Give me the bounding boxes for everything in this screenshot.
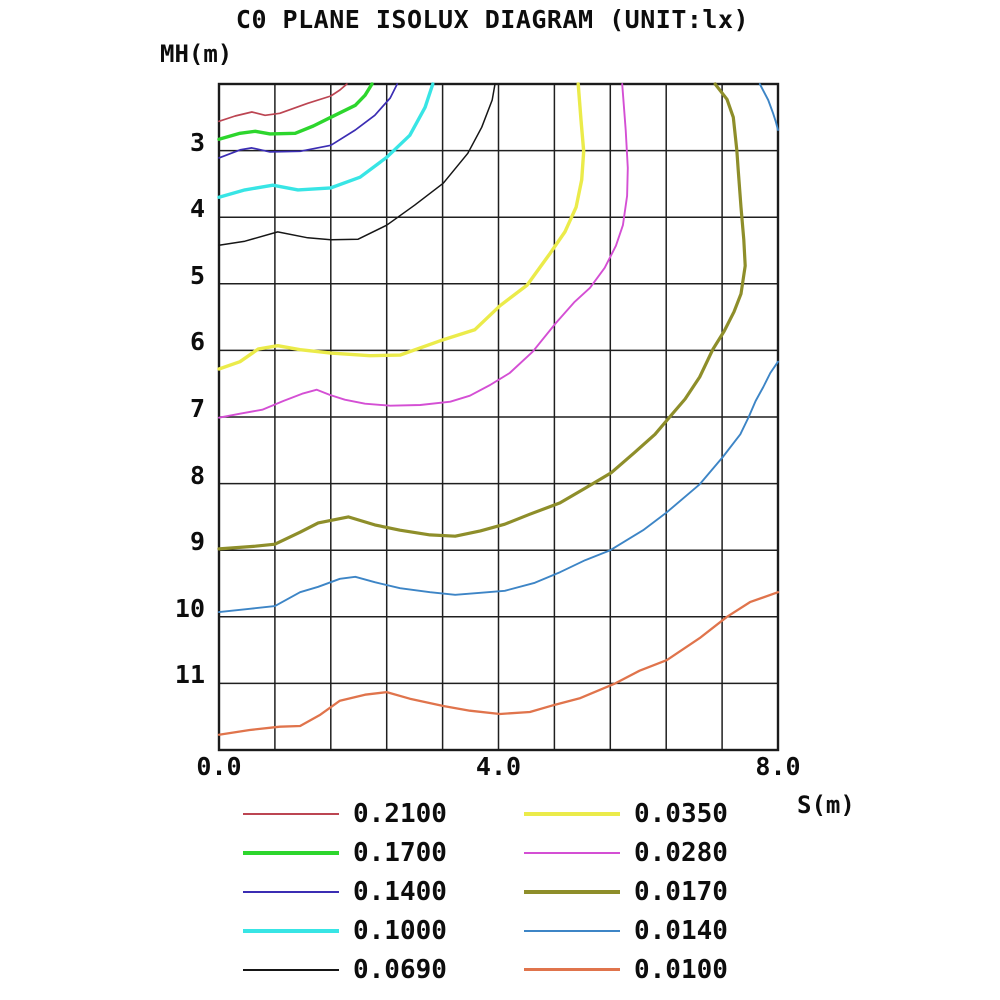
contour-0-1700 <box>217 82 374 142</box>
x-axis-label: S(m) <box>797 791 855 819</box>
contour-0-0350 <box>217 82 586 371</box>
y-tick-label-6: 6 <box>189 327 205 357</box>
y-tick-label-9: 9 <box>189 527 205 557</box>
contour-0-1000 <box>217 82 435 199</box>
legend-value: 0.0280 <box>634 838 728 869</box>
legend-column: 0.0350 0.0280 0.0170 0.0140 0.0100 <box>524 795 805 989</box>
legend-value: 0.1700 <box>353 838 447 869</box>
y-axis-label: MH(m) <box>160 40 233 68</box>
legend-item-0-0170: 0.0170 <box>524 873 805 912</box>
legend-line-swatch <box>524 852 620 855</box>
contour-0-0690 <box>218 83 496 246</box>
legend-item-0-0140: 0.0140 <box>524 911 805 950</box>
legend-item-0-1700: 0.1700 <box>243 834 524 873</box>
y-tick-label-11: 11 <box>174 660 205 690</box>
legend-value: 0.0100 <box>634 954 728 985</box>
x-tick-label-8.0: 8.0 <box>755 752 801 781</box>
plot-grid <box>219 84 778 750</box>
legend-value: 0.1000 <box>353 915 447 946</box>
legend-value: 0.1400 <box>353 876 447 907</box>
legend-line-swatch <box>524 889 620 894</box>
legend-line-swatch <box>243 851 339 856</box>
legend-item-0-0100: 0.0100 <box>524 950 805 989</box>
y-tick-label-5: 5 <box>189 260 205 290</box>
legend-line-swatch <box>243 813 339 816</box>
contour-0-1400 <box>218 83 399 159</box>
contour-0-0140 <box>758 83 779 131</box>
legend-line-swatch <box>524 812 620 817</box>
legend-item-0-0350: 0.0350 <box>524 795 805 834</box>
legend-item-0-0280: 0.0280 <box>524 834 805 873</box>
x-tick-label-0.0: 0.0 <box>196 752 242 781</box>
y-tick-label-8: 8 <box>189 460 205 490</box>
legend: 0.2100 0.1700 0.1400 0.1000 0.0690 0.0350 0.02… <box>243 795 805 989</box>
legend-line-swatch <box>243 928 339 933</box>
y-tick-label-10: 10 <box>174 593 205 623</box>
legend-line-swatch <box>243 890 339 893</box>
page-title: C0 PLANE ISOLUX DIAGRAM (UNIT:lx) <box>235 5 750 34</box>
contour-0-0100 <box>217 591 780 736</box>
y-tick-label-3: 3 <box>189 127 205 157</box>
legend-value: 0.0140 <box>634 915 728 946</box>
legend-line-swatch <box>524 968 620 972</box>
y-tick-label-4: 4 <box>189 194 205 224</box>
contour-0-2100 <box>218 83 348 123</box>
legend-item-0-2100: 0.2100 <box>243 795 524 834</box>
x-tick-label-4.0: 4.0 <box>475 752 522 781</box>
legend-item-0-1000: 0.1000 <box>243 911 524 950</box>
legend-line-swatch <box>243 968 339 971</box>
legend-value: 0.0690 <box>353 954 447 985</box>
contour-0-0170 <box>217 82 747 551</box>
legend-value: 0.2100 <box>353 799 447 830</box>
legend-item-0-0690: 0.0690 <box>243 950 524 989</box>
legend-item-0-1400: 0.1400 <box>243 873 524 912</box>
y-tick-label-7: 7 <box>189 394 205 423</box>
contour-0-0140 <box>218 360 779 614</box>
legend-value: 0.0350 <box>634 799 728 830</box>
legend-column: 0.2100 0.1700 0.1400 0.1000 0.0690 <box>243 795 524 989</box>
contour-0-0280 <box>218 83 629 419</box>
legend-line-swatch <box>524 929 620 932</box>
legend-value: 0.0170 <box>634 876 728 907</box>
